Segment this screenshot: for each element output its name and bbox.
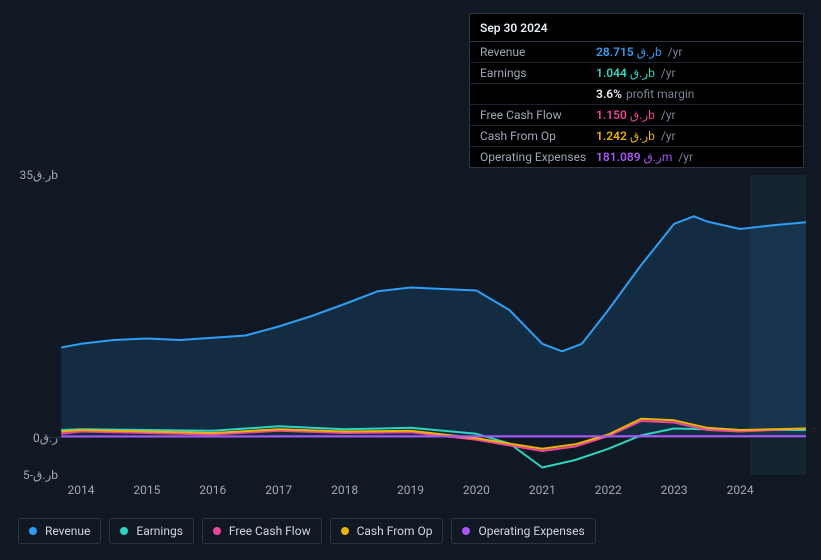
- tooltip-row: Revenue28.715ر.قb/yr: [470, 42, 803, 63]
- tooltip-row: Earnings1.044ر.قb/yr: [470, 63, 803, 84]
- x-axis-label: 2015: [133, 483, 160, 497]
- x-axis-label: 2017: [265, 483, 292, 497]
- x-axis-label: 2022: [595, 483, 622, 497]
- x-axis-label: 2021: [529, 483, 556, 497]
- tooltip-row-label: Free Cash Flow: [480, 108, 596, 122]
- legend-dot: [29, 527, 37, 535]
- tooltip-row-value: 1.242ر.قb/yr: [596, 129, 676, 143]
- legend-label: Revenue: [45, 524, 90, 538]
- tooltip-row-value: 1.150ر.قb/yr: [596, 108, 676, 122]
- x-axis-label: 2024: [727, 483, 754, 497]
- legend-item[interactable]: Revenue: [18, 518, 101, 544]
- series-fill: [61, 216, 806, 437]
- legend: Revenue Earnings Free Cash Flow Cash From O…: [18, 518, 596, 544]
- tooltip-row-value: 28.715ر.قb/yr: [596, 45, 682, 59]
- legend-label: Cash From Op: [357, 524, 433, 538]
- x-axis-label: 2018: [331, 483, 358, 497]
- tooltip-row-label: Revenue: [480, 45, 596, 59]
- tooltip-date: Sep 30 2024: [470, 14, 803, 42]
- tooltip-row: Operating Expenses181.089ر.قm/yr: [470, 147, 803, 167]
- tooltip-row: Cash From Op1.242ر.قb/yr: [470, 126, 803, 147]
- x-axis: 2014 2015 2016 2017 2018 2019 2020 2021 2022 2023…: [18, 483, 806, 503]
- x-axis-label: 2019: [397, 483, 424, 497]
- legend-label: Earnings: [136, 524, 183, 538]
- tooltip-row-value: 181.089ر.قm/yr: [596, 150, 693, 164]
- legend-label: Free Cash Flow: [229, 524, 311, 538]
- tooltip-row-label: Earnings: [480, 66, 596, 80]
- tooltip-body: Revenue28.715ر.قb/yrEarnings1.044ر.قb/yr…: [470, 42, 803, 167]
- legend-label: Operating Expenses: [478, 524, 584, 538]
- tooltip-row-label: Operating Expenses: [480, 150, 596, 164]
- x-axis-label: 2014: [67, 483, 94, 497]
- legend-dot: [462, 527, 470, 535]
- chart-tooltip: Sep 30 2024 Revenue28.715ر.قb/yrEarnings…: [469, 13, 804, 168]
- x-axis-label: 2020: [463, 483, 490, 497]
- x-axis-label: 2016: [199, 483, 226, 497]
- x-axis-label: 2023: [661, 483, 688, 497]
- tooltip-row: Free Cash Flow1.150ر.قb/yr: [470, 105, 803, 126]
- legend-item[interactable]: Operating Expenses: [451, 518, 595, 544]
- legend-item[interactable]: Earnings: [109, 518, 194, 544]
- tooltip-note: 3.6%profit margin: [470, 84, 803, 105]
- legend-item[interactable]: Free Cash Flow: [202, 518, 322, 544]
- legend-dot: [341, 527, 349, 535]
- tooltip-row-value: 1.044ر.قb/yr: [596, 66, 676, 80]
- chart-area: ر.ق35bر.ق0ر.ق-5b: [18, 175, 806, 475]
- legend-dot: [120, 527, 128, 535]
- legend-item[interactable]: Cash From Op: [330, 518, 444, 544]
- tooltip-row-label: Cash From Op: [480, 129, 596, 143]
- legend-dot: [213, 527, 221, 535]
- chart-plot: [48, 175, 806, 475]
